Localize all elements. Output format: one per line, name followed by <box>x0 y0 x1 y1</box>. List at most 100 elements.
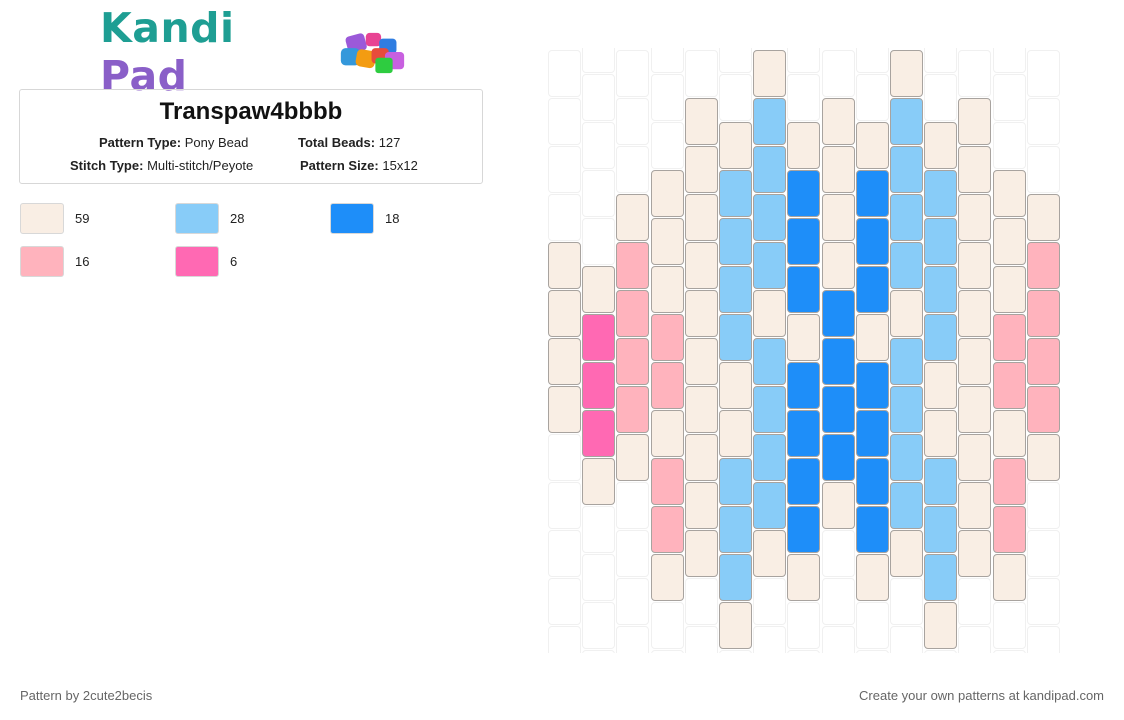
legend-count: 59 <box>75 210 90 226</box>
bead-empty <box>548 626 581 653</box>
pattern-title: Transpaw4bbbb <box>159 98 343 125</box>
bead-a <box>958 434 992 481</box>
bead-a <box>787 122 821 169</box>
bead-a <box>616 194 650 241</box>
bead-a <box>992 554 1026 601</box>
bead-empty <box>582 602 616 649</box>
bead-empty <box>582 74 616 121</box>
bead-empty <box>992 602 1026 649</box>
bead-a <box>958 242 992 289</box>
bead-a <box>890 50 923 97</box>
bead-c <box>855 458 889 505</box>
bead-a <box>821 194 855 241</box>
bead-empty <box>616 146 650 193</box>
bead-b <box>924 314 958 361</box>
bead-b <box>719 266 752 313</box>
bead-d <box>992 314 1026 361</box>
bead-d <box>1026 242 1060 289</box>
bead-c <box>855 506 889 553</box>
bead-c <box>787 506 821 553</box>
bead-empty <box>1026 578 1060 625</box>
bead-a <box>753 50 787 97</box>
bead-b <box>753 338 787 385</box>
bead-empty <box>992 74 1026 121</box>
bead-empty <box>582 48 616 73</box>
bead-d <box>616 290 650 337</box>
bead-b <box>924 170 958 217</box>
legend-swatch <box>175 202 219 234</box>
bead-empty <box>616 530 650 577</box>
kandi-pad-logo[interactable]: Kandi Pad <box>100 4 410 100</box>
bead-c <box>787 362 821 409</box>
bead-c <box>787 266 821 313</box>
bead-a <box>650 218 684 265</box>
pattern-type-label: Pattern Type: <box>99 135 182 150</box>
bead-b <box>753 98 787 145</box>
legend-swatch <box>20 202 64 234</box>
bead-a <box>548 386 581 433</box>
bead-a <box>958 530 992 577</box>
bead-a <box>753 290 787 337</box>
kandipad-promo-link[interactable]: Create your own patterns at kandipad.com <box>859 688 1104 703</box>
bead-b <box>753 242 787 289</box>
bead-empty <box>650 74 684 121</box>
legend-item: 16 <box>20 245 89 277</box>
bead-a <box>684 482 718 529</box>
bead-a <box>684 386 718 433</box>
bead-empty <box>582 170 616 217</box>
bead-a <box>650 410 684 457</box>
pattern-credit: Pattern by 2cute2becis <box>20 688 153 703</box>
bead-empty <box>582 218 616 265</box>
bead-c <box>787 218 821 265</box>
bead-empty <box>684 626 718 653</box>
bead-b <box>924 218 958 265</box>
bead-empty <box>890 578 923 625</box>
bead-empty <box>1026 98 1060 145</box>
bead-a <box>719 122 752 169</box>
bead-a <box>958 482 992 529</box>
bead-a <box>958 290 992 337</box>
bead-d <box>1026 338 1060 385</box>
bead-empty <box>855 650 889 653</box>
bead-empty <box>855 48 889 73</box>
bead-a <box>616 434 650 481</box>
bead-empty <box>650 122 684 169</box>
bead-d <box>616 242 650 289</box>
bead-a <box>1026 434 1060 481</box>
bead-empty <box>650 650 684 653</box>
bead-empty <box>958 578 992 625</box>
legend-item: 18 <box>330 202 399 234</box>
bead-empty <box>548 194 581 241</box>
bead-empty <box>1026 530 1060 577</box>
bead-a <box>548 242 581 289</box>
bead-a <box>958 146 992 193</box>
bead-b <box>753 434 787 481</box>
bead-pattern-grid <box>548 48 1061 653</box>
bead-b <box>924 506 958 553</box>
pattern-size-value: 15x12 <box>382 158 418 173</box>
bead-b <box>890 98 923 145</box>
bead-empty <box>684 50 718 97</box>
bead-e <box>582 410 616 457</box>
bead-a <box>992 170 1026 217</box>
bead-empty <box>958 50 992 97</box>
bead-a <box>821 146 855 193</box>
bead-a <box>1026 194 1060 241</box>
bead-empty <box>719 48 752 73</box>
total-beads-row: Total Beads: 127 <box>298 135 400 150</box>
bead-empty <box>548 50 581 97</box>
pattern-size-row: Pattern Size: 15x12 <box>300 158 418 173</box>
legend-item: 59 <box>20 202 89 234</box>
bead-b <box>890 242 923 289</box>
logo-word-pad: Pad <box>100 52 188 100</box>
bead-empty <box>787 602 821 649</box>
bead-a <box>855 122 889 169</box>
bead-a <box>684 242 718 289</box>
bead-a <box>958 98 992 145</box>
bead-a <box>719 362 752 409</box>
bead-a <box>924 122 958 169</box>
bead-empty <box>992 48 1026 73</box>
bead-b <box>890 146 923 193</box>
bead-a <box>855 314 889 361</box>
bead-empty <box>1026 626 1060 653</box>
